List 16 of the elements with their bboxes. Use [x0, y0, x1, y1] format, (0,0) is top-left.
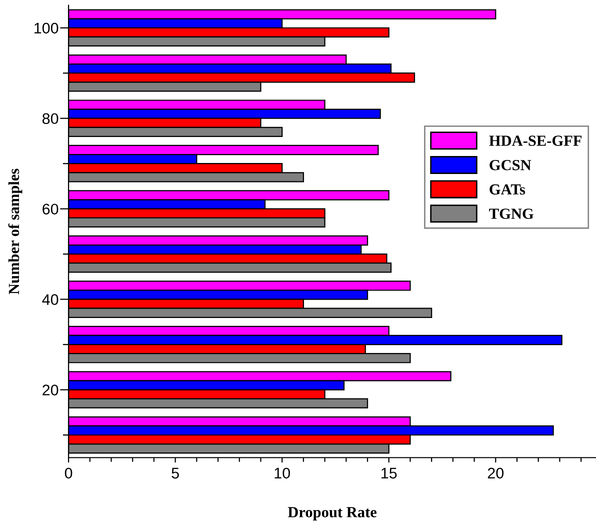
legend-label: GCSN [490, 160, 532, 170]
x-tick-label: 10 [274, 468, 290, 479]
x-axis-title: Dropout Rate [288, 507, 377, 520]
y-tick-label: 100 [34, 22, 58, 34]
y-axis-title: Number of samples [8, 168, 22, 294]
legend-label: HDA-SE-GFF [489, 136, 582, 146]
y-tick-label: 20 [42, 384, 58, 396]
y-tick-label: 40 [42, 294, 58, 305]
legend-label: GATs [490, 184, 526, 195]
y-tick-label: 80 [42, 113, 58, 124]
x-tick-label: 20 [488, 468, 504, 479]
y-tick-label: 60 [42, 204, 58, 215]
x-tick-label: 0 [64, 468, 72, 479]
x-tick-label: 15 [382, 468, 397, 479]
x-tick-label: 5 [172, 468, 179, 479]
legend-label: TGNG [489, 208, 534, 219]
